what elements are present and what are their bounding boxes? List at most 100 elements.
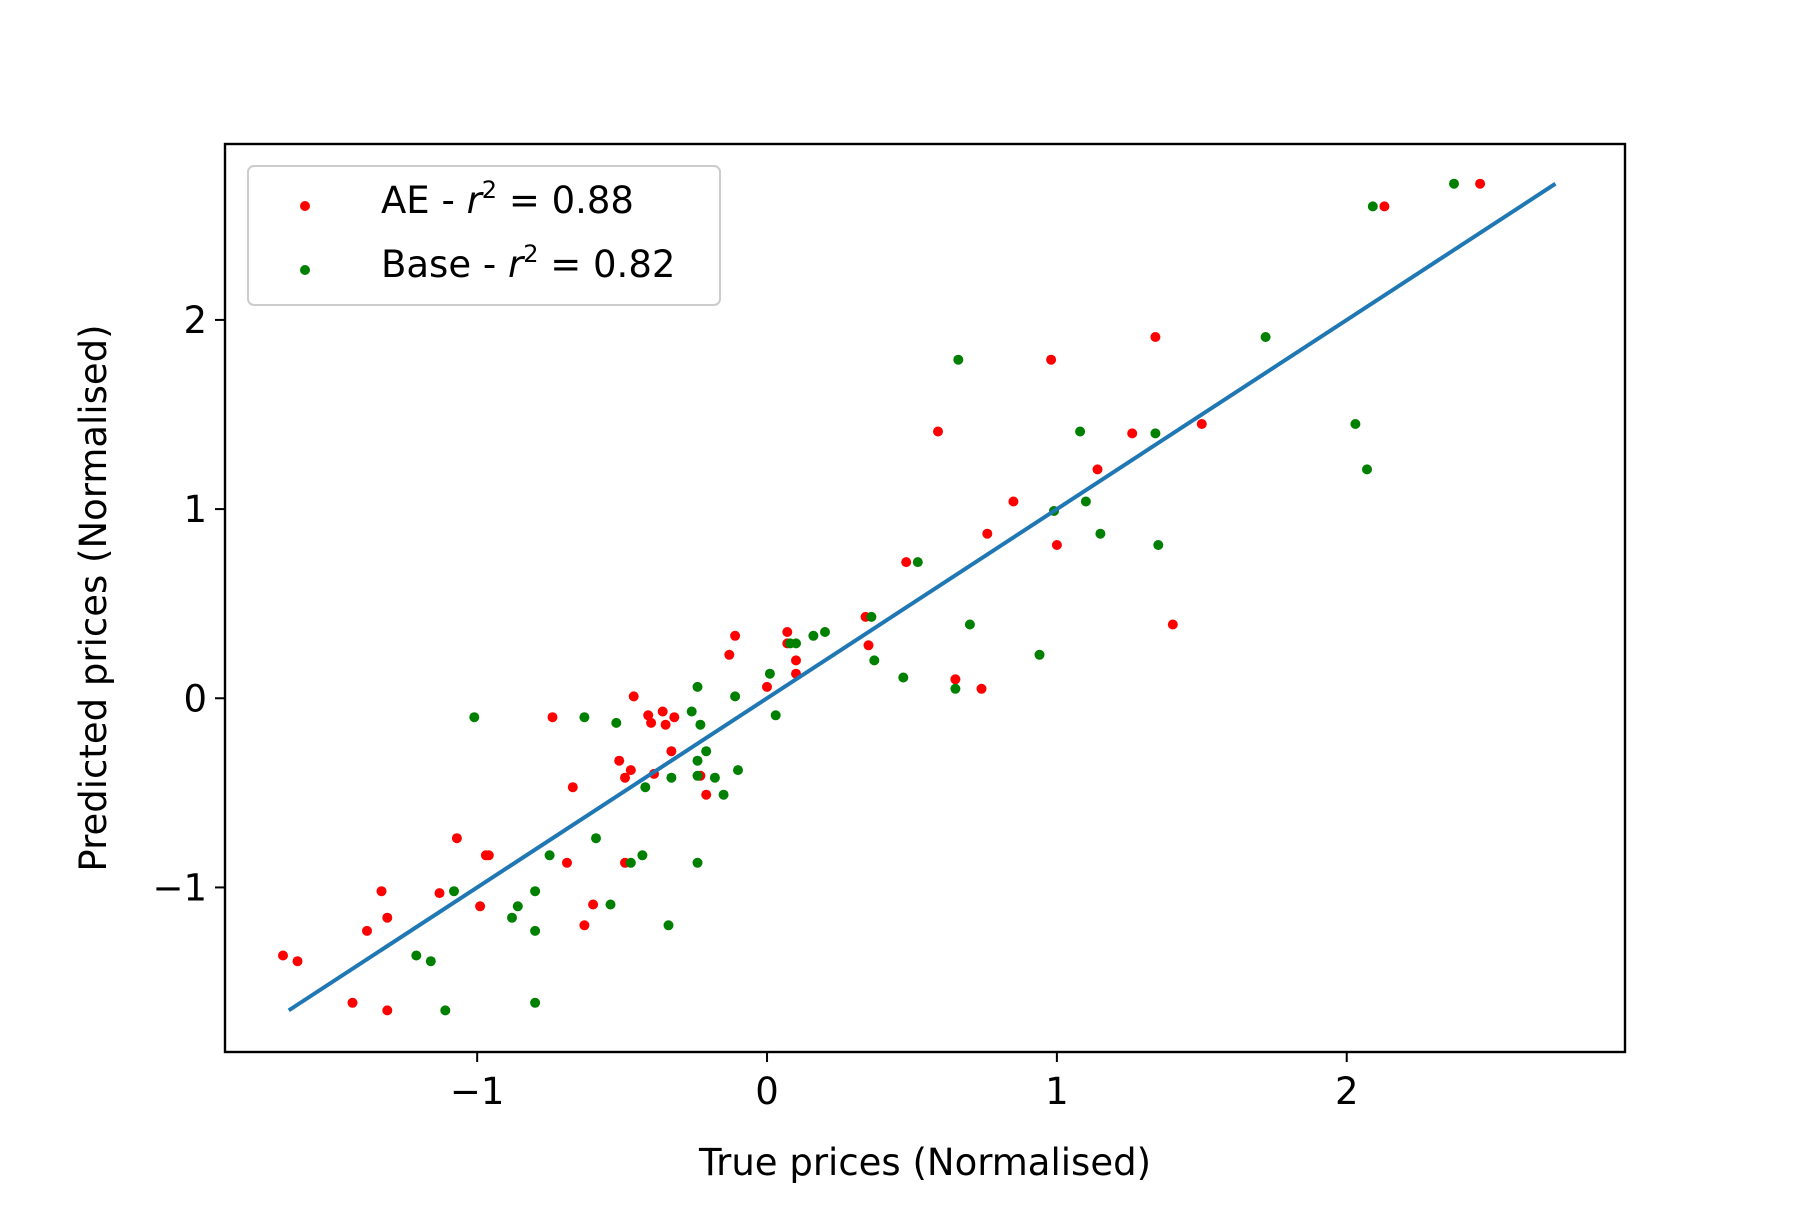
point-base-52 [1350, 419, 1361, 429]
point-base-26 [701, 746, 712, 757]
point-base-43 [964, 619, 975, 630]
point-ae-50 [1150, 332, 1161, 342]
point-ae-11 [483, 850, 494, 861]
point-base-46 [1075, 426, 1086, 437]
point-ae-18 [620, 772, 630, 783]
point-ae-26 [660, 719, 671, 730]
point-base-2 [440, 1005, 451, 1016]
point-base-25 [695, 719, 706, 730]
point-ae-44 [982, 528, 993, 539]
x-axis-label: True prices (Normalised) [698, 1141, 1151, 1184]
point-base-49 [1150, 428, 1161, 439]
point-ae-47 [1051, 540, 1062, 550]
x-tick-label: 1 [1045, 1070, 1069, 1113]
point-base-42 [953, 354, 964, 365]
point-base-53 [1362, 464, 1372, 475]
point-ae-17 [614, 755, 625, 766]
point-base-18 [663, 920, 674, 931]
point-base-4 [469, 712, 480, 723]
point-ae-27 [666, 746, 677, 757]
point-ae-15 [579, 920, 590, 931]
point-base-15 [625, 857, 636, 868]
point-ae-45 [1008, 496, 1019, 507]
ticks-layer: −1 0 1 2 −1 0 1 2 [152, 299, 1358, 1113]
point-ae-7 [434, 888, 445, 899]
point-ae-22 [643, 710, 654, 721]
point-ae-3 [362, 925, 372, 936]
point-ae-46 [1046, 354, 1057, 365]
point-ae-8 [451, 833, 462, 844]
point-base-55 [1449, 178, 1459, 189]
point-ae-16 [588, 899, 599, 910]
point-base-35 [808, 630, 819, 641]
point-ae-53 [1379, 201, 1390, 212]
point-base-5 [507, 912, 517, 923]
point-base-38 [869, 655, 880, 666]
point-base-28 [718, 789, 729, 800]
point-ae-28 [669, 712, 680, 723]
point-ae-13 [562, 857, 572, 868]
point-base-12 [591, 833, 601, 844]
point-base-6 [512, 901, 523, 912]
point-base-50 [1153, 540, 1164, 550]
point-ae-6 [382, 1005, 393, 1016]
point-ae-54 [1475, 178, 1486, 189]
point-base-48 [1095, 528, 1106, 539]
point-base-41 [950, 683, 961, 694]
point-ae-52 [1196, 419, 1207, 429]
point-base-44 [1034, 649, 1045, 660]
point-ae-12 [547, 712, 558, 723]
legend-label-base: Base - r2 = 0.82 [381, 240, 675, 286]
point-ae-49 [1127, 428, 1138, 439]
point-base-24 [692, 857, 703, 868]
legend-marker-ae [300, 201, 310, 211]
point-ae-1 [292, 956, 303, 967]
point-base-0 [411, 950, 422, 961]
point-base-32 [770, 710, 781, 721]
point-base-39 [898, 672, 909, 683]
point-base-9 [530, 997, 541, 1008]
x-tick-label: 2 [1335, 1070, 1359, 1113]
point-base-27 [709, 772, 720, 783]
legend: AE - r2 = 0.88 Base - r2 = 0.82 [247, 165, 721, 306]
point-base-7 [530, 925, 541, 936]
point-ae-21 [628, 691, 639, 702]
point-ae-2 [347, 997, 358, 1008]
point-ae-4 [376, 886, 387, 897]
point-ae-0 [278, 950, 288, 961]
point-base-31 [764, 668, 775, 679]
point-base-16 [637, 850, 648, 861]
point-base-17 [640, 782, 651, 793]
point-base-54 [1367, 201, 1378, 212]
point-ae-20 [625, 765, 636, 776]
point-base-47 [1080, 496, 1091, 507]
point-ae-5 [382, 912, 393, 923]
y-tick-label: 2 [183, 299, 207, 342]
point-ae-32 [730, 630, 741, 641]
point-base-34 [791, 638, 801, 649]
y-tick-label: −1 [152, 866, 207, 909]
point-base-8 [530, 886, 541, 897]
point-ae-34 [782, 627, 793, 637]
point-ae-42 [950, 674, 961, 685]
point-ae-31 [724, 649, 735, 660]
point-ae-14 [567, 782, 578, 793]
y-tick-label: 0 [183, 677, 207, 720]
point-ae-40 [901, 557, 912, 568]
point-base-13 [605, 899, 616, 910]
point-base-51 [1260, 332, 1271, 342]
point-base-11 [579, 712, 590, 723]
y-tick-label: 1 [183, 488, 207, 531]
legend-marker-base [300, 265, 310, 275]
point-base-20 [686, 706, 697, 717]
point-ae-39 [863, 640, 874, 651]
point-base-21 [692, 681, 703, 692]
marks-layer [278, 178, 1557, 1016]
x-tick-label: −1 [450, 1070, 505, 1113]
point-ae-36 [791, 655, 801, 666]
point-base-22 [692, 755, 703, 766]
point-base-30 [733, 765, 743, 776]
point-ae-30 [701, 789, 712, 800]
